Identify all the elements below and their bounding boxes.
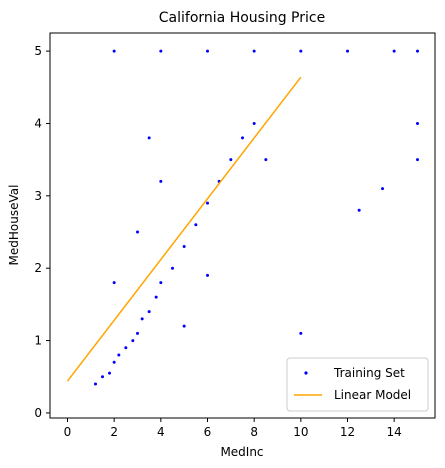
chart-title: California Housing Price bbox=[159, 10, 325, 26]
x-axis-ticks: 0 2 4 6 8 10 12 14 bbox=[64, 418, 402, 439]
scatter-point bbox=[182, 244, 186, 248]
scatter-point bbox=[229, 158, 233, 162]
y-tick-label: 5 bbox=[34, 44, 42, 58]
scatter-point bbox=[112, 360, 116, 364]
scatter-point bbox=[147, 136, 151, 140]
legend: Training Set Linear Model bbox=[286, 357, 429, 412]
scatter-point bbox=[194, 223, 198, 227]
scatter-point bbox=[346, 49, 349, 53]
scatter-point bbox=[154, 295, 158, 299]
scatter-point bbox=[117, 353, 121, 357]
scatter-point bbox=[299, 49, 303, 53]
scatter-point bbox=[131, 339, 135, 343]
scatter-point bbox=[252, 49, 256, 53]
model-line-layer bbox=[66, 76, 302, 382]
scatter-points-layer bbox=[94, 49, 419, 386]
x-tick-label: 8 bbox=[250, 425, 258, 439]
x-tick-label: 6 bbox=[204, 425, 212, 439]
scatter-point bbox=[206, 273, 209, 277]
scatter-point bbox=[112, 49, 116, 53]
scatter-point bbox=[112, 281, 116, 285]
scatter-point bbox=[299, 331, 303, 335]
scatter-point bbox=[108, 371, 111, 375]
scatter-point bbox=[416, 49, 419, 53]
scatter-point bbox=[159, 49, 163, 53]
x-tick-label: 14 bbox=[387, 425, 402, 439]
scatter-point bbox=[357, 208, 361, 212]
x-tick-label: 2 bbox=[110, 425, 118, 439]
plot-frame bbox=[49, 32, 436, 419]
scatter-point bbox=[381, 187, 384, 191]
scatter-point bbox=[264, 158, 268, 162]
scatter-point bbox=[241, 136, 244, 140]
linear-model-line bbox=[66, 76, 302, 382]
scatter-point bbox=[206, 49, 209, 53]
y-tick-label: 3 bbox=[34, 189, 42, 203]
scatter-point bbox=[182, 324, 186, 328]
y-tick-label: 4 bbox=[34, 116, 42, 130]
scatter-point bbox=[252, 121, 256, 125]
legend-label-training-set: Training Set bbox=[333, 366, 405, 380]
scatter-point bbox=[171, 266, 174, 270]
y-axis-ticks: 0 1 2 3 4 5 bbox=[34, 44, 50, 420]
scatter-point bbox=[136, 230, 139, 234]
scatter-point bbox=[94, 382, 97, 386]
y-tick-label: 1 bbox=[34, 334, 42, 348]
scatter-point bbox=[159, 179, 163, 183]
scatter-point bbox=[101, 375, 104, 379]
scatter-point bbox=[124, 346, 128, 350]
legend-label-linear-model: Linear Model bbox=[334, 388, 411, 402]
x-tick-label: 12 bbox=[340, 425, 355, 439]
x-tick-label: 0 bbox=[64, 425, 72, 439]
legend-scatter-marker bbox=[304, 371, 308, 375]
scatter-point bbox=[206, 201, 209, 205]
scatter-point bbox=[416, 121, 419, 125]
y-tick-label: 2 bbox=[34, 261, 42, 275]
scatter-point bbox=[416, 158, 419, 162]
x-tick-label: 10 bbox=[293, 425, 308, 439]
scatter-point bbox=[140, 317, 144, 321]
y-axis-label: MedHouseVal bbox=[7, 185, 21, 266]
scatter-point bbox=[147, 310, 151, 314]
y-tick-label: 0 bbox=[34, 406, 42, 420]
scatter-point bbox=[392, 49, 396, 53]
x-tick-label: 4 bbox=[157, 425, 165, 439]
scatter-point bbox=[159, 281, 163, 285]
scatter-point bbox=[136, 331, 139, 335]
legend-box bbox=[286, 357, 429, 412]
x-axis-label: MedInc bbox=[220, 445, 263, 459]
